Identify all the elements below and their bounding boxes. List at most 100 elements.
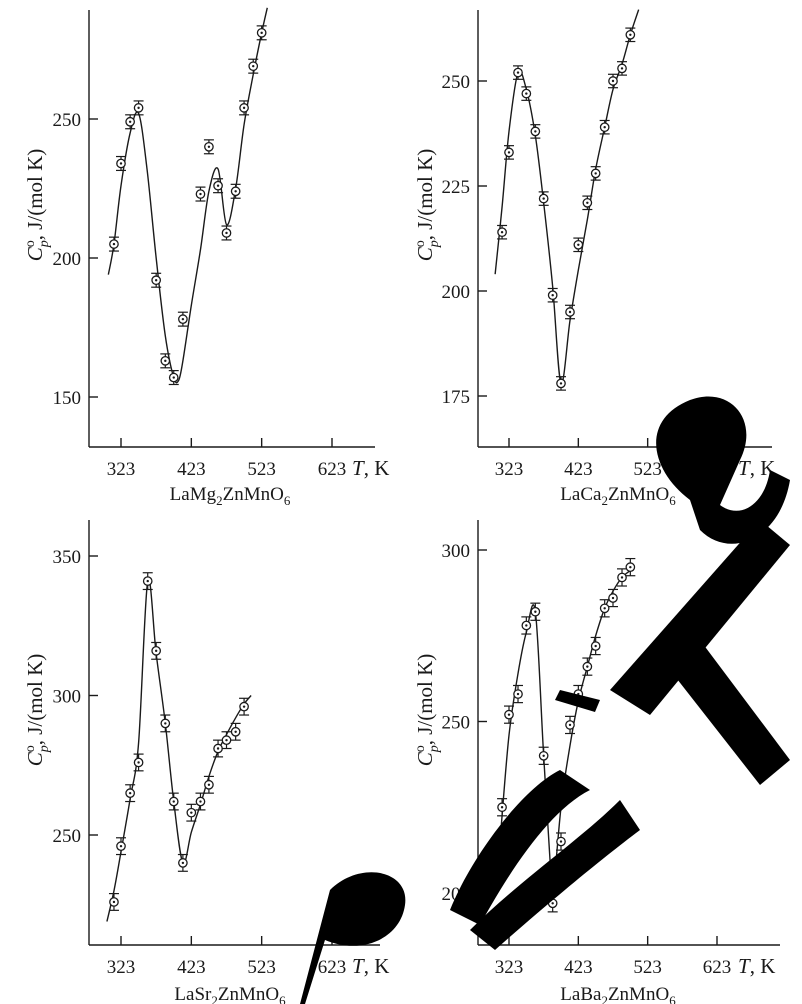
data-point <box>160 353 171 369</box>
y-tick-label: 175 <box>442 387 471 408</box>
y-tick-label: 200 <box>53 249 82 270</box>
point-center <box>172 800 175 803</box>
point-center <box>629 33 632 36</box>
point-center <box>225 231 228 235</box>
data-point <box>116 155 126 172</box>
point-center <box>577 243 580 246</box>
data-point <box>177 853 188 872</box>
data-point <box>617 61 628 76</box>
data-point <box>556 832 566 851</box>
data-point <box>582 657 593 676</box>
point-center <box>568 310 572 314</box>
data-point <box>168 792 179 811</box>
point-center <box>242 106 246 110</box>
x-tick-label: 423 <box>564 459 593 480</box>
data-point <box>599 599 610 618</box>
x-tick-label: 323 <box>107 459 136 480</box>
x-axis-unit: , K <box>364 456 390 480</box>
data-point <box>256 25 267 41</box>
y-axis-unit: , J/(mol K) <box>23 149 47 241</box>
point-center <box>128 791 132 795</box>
data-point <box>239 100 250 116</box>
y-axis-sub: p <box>427 240 442 248</box>
point-center <box>559 382 563 385</box>
y-axis-sup: o <box>413 745 428 752</box>
point-center <box>534 610 537 613</box>
point-center <box>128 120 132 123</box>
point-center <box>594 644 597 648</box>
data-point <box>221 731 232 750</box>
watermark-stroke <box>450 770 590 925</box>
compound-subscript: 6 <box>284 493 291 508</box>
point-center <box>119 844 123 848</box>
data-point <box>230 722 241 741</box>
y-axis-unit: , J/(mol K) <box>413 654 437 746</box>
x-tick-label: 323 <box>107 957 136 978</box>
data-point <box>573 237 584 253</box>
x-axis-title: T, K <box>738 954 775 978</box>
point-center <box>534 130 537 133</box>
y-tick-label: 250 <box>442 72 471 93</box>
compound-text: ZnMnO <box>218 984 279 1004</box>
point-center <box>252 64 255 68</box>
point-center <box>137 761 140 764</box>
compound-text: ZnMnO <box>608 484 669 505</box>
y-axis-unit: , J/(mol K) <box>23 654 47 746</box>
y-axis-unit: , J/(mol K) <box>413 149 437 241</box>
compound-subscript: 6 <box>669 993 676 1004</box>
x-axis-var: T <box>352 456 365 480</box>
data-point <box>195 186 206 202</box>
point-center <box>146 579 149 583</box>
data-point <box>565 304 576 320</box>
point-center <box>525 624 528 627</box>
data-point <box>599 119 610 135</box>
data-point <box>625 27 636 43</box>
point-center <box>586 201 589 204</box>
point-center <box>164 359 167 363</box>
compound-text: LaCa <box>560 484 602 505</box>
data-point <box>504 705 514 724</box>
data-point <box>590 166 601 181</box>
point-center <box>154 279 158 282</box>
point-center <box>199 800 202 803</box>
data-point <box>133 100 144 116</box>
data-point <box>530 124 541 139</box>
data-point <box>582 195 593 211</box>
point-center <box>216 184 220 187</box>
data-point <box>497 798 508 817</box>
x-tick-label: 623 <box>703 957 732 978</box>
data-point <box>248 58 259 74</box>
data-point <box>203 139 214 155</box>
point-center <box>611 79 615 83</box>
point-center <box>594 172 597 175</box>
x-axis-title: T, K <box>352 456 389 480</box>
point-center <box>190 811 193 814</box>
compound-subscript: 2 <box>601 993 608 1004</box>
y-tick-label: 350 <box>53 547 82 568</box>
point-center <box>119 162 123 165</box>
data-point <box>556 376 566 391</box>
data-point <box>504 145 514 160</box>
data-point <box>142 572 153 591</box>
compound-label: LaMg2ZnMnO6 <box>170 484 291 508</box>
data-point <box>497 224 508 240</box>
x-axis-var: T <box>738 456 751 480</box>
point-center <box>199 192 202 196</box>
data-point <box>195 792 206 811</box>
y-axis-symbol: C <box>23 246 47 261</box>
y-axis-title: Cop, J/(mol K) <box>23 149 52 262</box>
x-axis-var: T <box>352 954 365 978</box>
y-tick-label: 225 <box>442 177 471 198</box>
data-point <box>521 86 532 101</box>
point-center <box>603 126 606 129</box>
point-center <box>551 294 554 297</box>
data-point <box>239 697 250 716</box>
data-point <box>547 287 558 303</box>
x-tick-label: 423 <box>564 957 593 978</box>
compound-label: LaBa2ZnMnO6 <box>560 984 676 1004</box>
compound-subscript: 6 <box>669 493 676 508</box>
data-point <box>108 236 119 252</box>
data-point <box>116 837 126 856</box>
data-point <box>565 715 576 735</box>
point-center <box>559 840 563 843</box>
